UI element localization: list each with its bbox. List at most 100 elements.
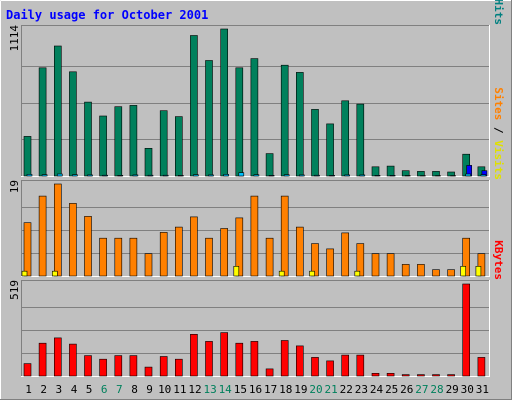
x-tick-label-day-4: 4 xyxy=(71,383,78,396)
x-tick-label-day-3: 3 xyxy=(55,383,62,396)
bar-visits-day-3 xyxy=(51,270,58,277)
bar-pages-day-16 xyxy=(253,174,260,177)
panel-visits-legend: Sites / Visits xyxy=(492,87,505,180)
bar-sites-day-6 xyxy=(99,237,107,277)
bar-sites-day-4 xyxy=(69,203,77,277)
bar-sites-day-25 xyxy=(386,253,395,277)
bar-sites-day-12 xyxy=(190,216,198,277)
x-tick-label-day-22: 22 xyxy=(340,383,353,396)
x-tick-label-day-21: 21 xyxy=(324,383,337,396)
bar-pages-day-20 xyxy=(314,174,320,177)
legend-entry: Hits xyxy=(492,0,505,25)
bar-hits-day-3 xyxy=(53,45,62,177)
bar-sites-day-7 xyxy=(114,237,123,277)
panel-kbytes: 519 KBytes xyxy=(8,240,505,377)
bar-hits-day-17 xyxy=(265,153,274,177)
bar-kbytes-day-27 xyxy=(417,374,425,377)
bar-hits-day-4 xyxy=(69,71,77,177)
bar-sites-day-24 xyxy=(371,253,380,277)
bar-kbytes-day-2 xyxy=(38,342,47,377)
bar-pages-day-12 xyxy=(193,174,199,177)
bar-pages-day-30 xyxy=(465,173,472,177)
x-tick-label-day-19: 19 xyxy=(294,383,307,396)
bar-hits-day-22 xyxy=(341,100,350,177)
bar-pages-day-10 xyxy=(162,174,169,177)
bar-kbytes-day-28 xyxy=(432,374,440,377)
bar-pages-day-6 xyxy=(102,174,108,177)
bar-sites-day-9 xyxy=(144,253,153,277)
bar-pages-day-2 xyxy=(41,174,48,177)
bar-visits-day-18 xyxy=(278,270,285,277)
x-tick-label-day-18: 18 xyxy=(279,383,292,396)
x-tick-label-day-31: 31 xyxy=(476,383,489,396)
bar-hits-day-25 xyxy=(386,165,395,177)
panel-kbytes-legend: KBytes xyxy=(492,240,505,280)
x-tick-label-day-1: 1 xyxy=(25,383,32,396)
bar-hits-day-19 xyxy=(295,72,304,177)
x-tick-label-day-11: 11 xyxy=(173,383,186,396)
panel-kbytes-max-label: 519 xyxy=(8,280,21,300)
x-tick-label-day-15: 15 xyxy=(234,383,247,396)
bar-sites-day-13 xyxy=(205,237,213,277)
bar-sites-day-17 xyxy=(265,237,274,277)
legend-entry: / xyxy=(492,120,505,140)
x-tick-label-day-24: 24 xyxy=(370,383,384,396)
x-tick-label-day-6: 6 xyxy=(101,383,108,396)
bar-hits-day-13 xyxy=(205,60,213,177)
x-tick-label-day-25: 25 xyxy=(385,383,398,396)
x-axis-labels: 1 2 3 4 5 6 7 8 9 10 11 12 13 14 15 16 17 18 19 20 21 22 23 24 2… xyxy=(25,383,489,396)
x-tick-label-day-23: 23 xyxy=(355,383,368,396)
bar-pages-day-11 xyxy=(178,175,184,177)
bar-sites-day-19 xyxy=(295,226,304,277)
bar-kbytes-day-16 xyxy=(250,341,259,377)
x-tick-label-day-5: 5 xyxy=(86,383,93,396)
bar-hits-day-9 xyxy=(144,148,153,177)
legend-entry: KBytes xyxy=(492,240,505,280)
series-hits xyxy=(23,28,486,177)
bar-hits-day-10 xyxy=(159,110,168,177)
bar-kbytes-day-15 xyxy=(235,342,244,377)
bar-sites-day-27 xyxy=(417,264,425,277)
bar-hits-day-2 xyxy=(38,67,47,177)
series-pages xyxy=(26,172,487,177)
bar-sites-day-20 xyxy=(311,243,319,277)
bar-sites-day-16 xyxy=(250,195,259,277)
x-tick-label-day-7: 7 xyxy=(116,383,123,396)
bar-pages-day-1 xyxy=(26,174,33,177)
legend-entry: Visits xyxy=(492,140,505,180)
bar-visits-day-20 xyxy=(309,270,315,277)
bar-kbytes-day-31 xyxy=(477,357,486,377)
panel-hits-max-label: 1114 xyxy=(8,25,21,52)
bar-sites-day-1 xyxy=(23,222,32,277)
bar-hits-day-15 xyxy=(235,67,244,177)
bar-pages-day-24 xyxy=(374,175,381,177)
x-tick-label-day-2: 2 xyxy=(40,383,47,396)
bar-pages-day-17 xyxy=(268,175,275,177)
bar-kbytes-day-18 xyxy=(280,340,289,377)
x-tick-label-day-17: 17 xyxy=(264,383,277,396)
bar-kbytes-day-29 xyxy=(447,374,455,377)
bar-pages-day-13 xyxy=(208,174,214,177)
x-tick-label-day-28: 28 xyxy=(430,383,443,396)
x-tick-label-day-9: 9 xyxy=(146,383,153,396)
bar-kbytes-day-26 xyxy=(401,374,410,377)
bar-kbytes-day-12 xyxy=(190,333,198,377)
bar-kbytes-day-10 xyxy=(159,356,168,377)
bar-sites-day-8 xyxy=(129,237,138,277)
bar-sites-day-5 xyxy=(84,216,92,277)
bar-pages-day-19 xyxy=(298,174,305,177)
panel-visits-max-label: 19 xyxy=(8,180,21,193)
bar-kbytes-day-6 xyxy=(99,358,107,377)
bar-hits-day-24 xyxy=(371,166,380,177)
bar-sites-day-18 xyxy=(280,195,289,277)
bar-visits-day-15 xyxy=(233,265,240,277)
panel-hits-legend: Pages / Files / Hits xyxy=(492,0,505,25)
bar-pages-day-9 xyxy=(147,174,154,177)
bar-kbytes-day-21 xyxy=(326,360,334,377)
bar-pages-day-26 xyxy=(404,175,411,177)
bar-pages-day-8 xyxy=(132,174,139,177)
bar-kbytes-day-7 xyxy=(114,355,123,377)
bar-hits-day-11 xyxy=(175,116,183,177)
bar-kbytes-day-8 xyxy=(129,355,138,377)
